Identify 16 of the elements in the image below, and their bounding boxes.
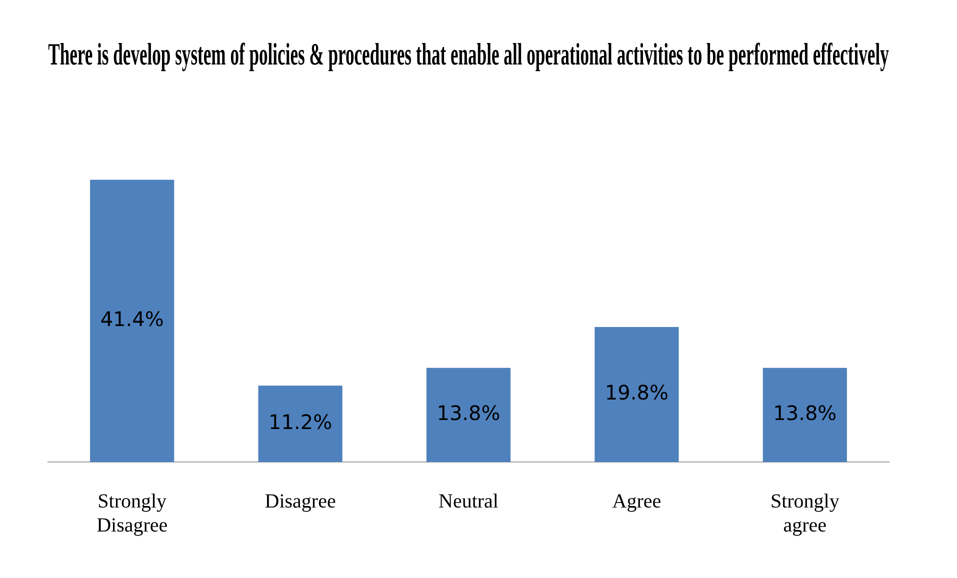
x-tick-label: Strongly agree bbox=[770, 490, 840, 536]
data-label: 19.8% bbox=[604, 380, 668, 405]
x-tick-label: Strongly Disagree bbox=[96, 490, 168, 536]
data-label: 41.4% bbox=[100, 307, 164, 332]
data-label: 11.2% bbox=[268, 410, 332, 434]
x-tick-label: Neutral bbox=[438, 490, 499, 512]
data-label: 13.8% bbox=[773, 401, 837, 426]
bar bbox=[258, 386, 342, 462]
data-label: 13.8% bbox=[436, 401, 500, 426]
chart-title: There is develop system of policies & procedures that enable all operational activities to be performed effectively bbox=[48, 38, 890, 72]
bar bbox=[762, 368, 847, 462]
x-tick-label: Disagree bbox=[264, 490, 336, 512]
bar bbox=[426, 368, 511, 462]
bar bbox=[594, 327, 679, 462]
bar bbox=[90, 180, 174, 462]
x-tick-label: Agree bbox=[612, 490, 662, 512]
